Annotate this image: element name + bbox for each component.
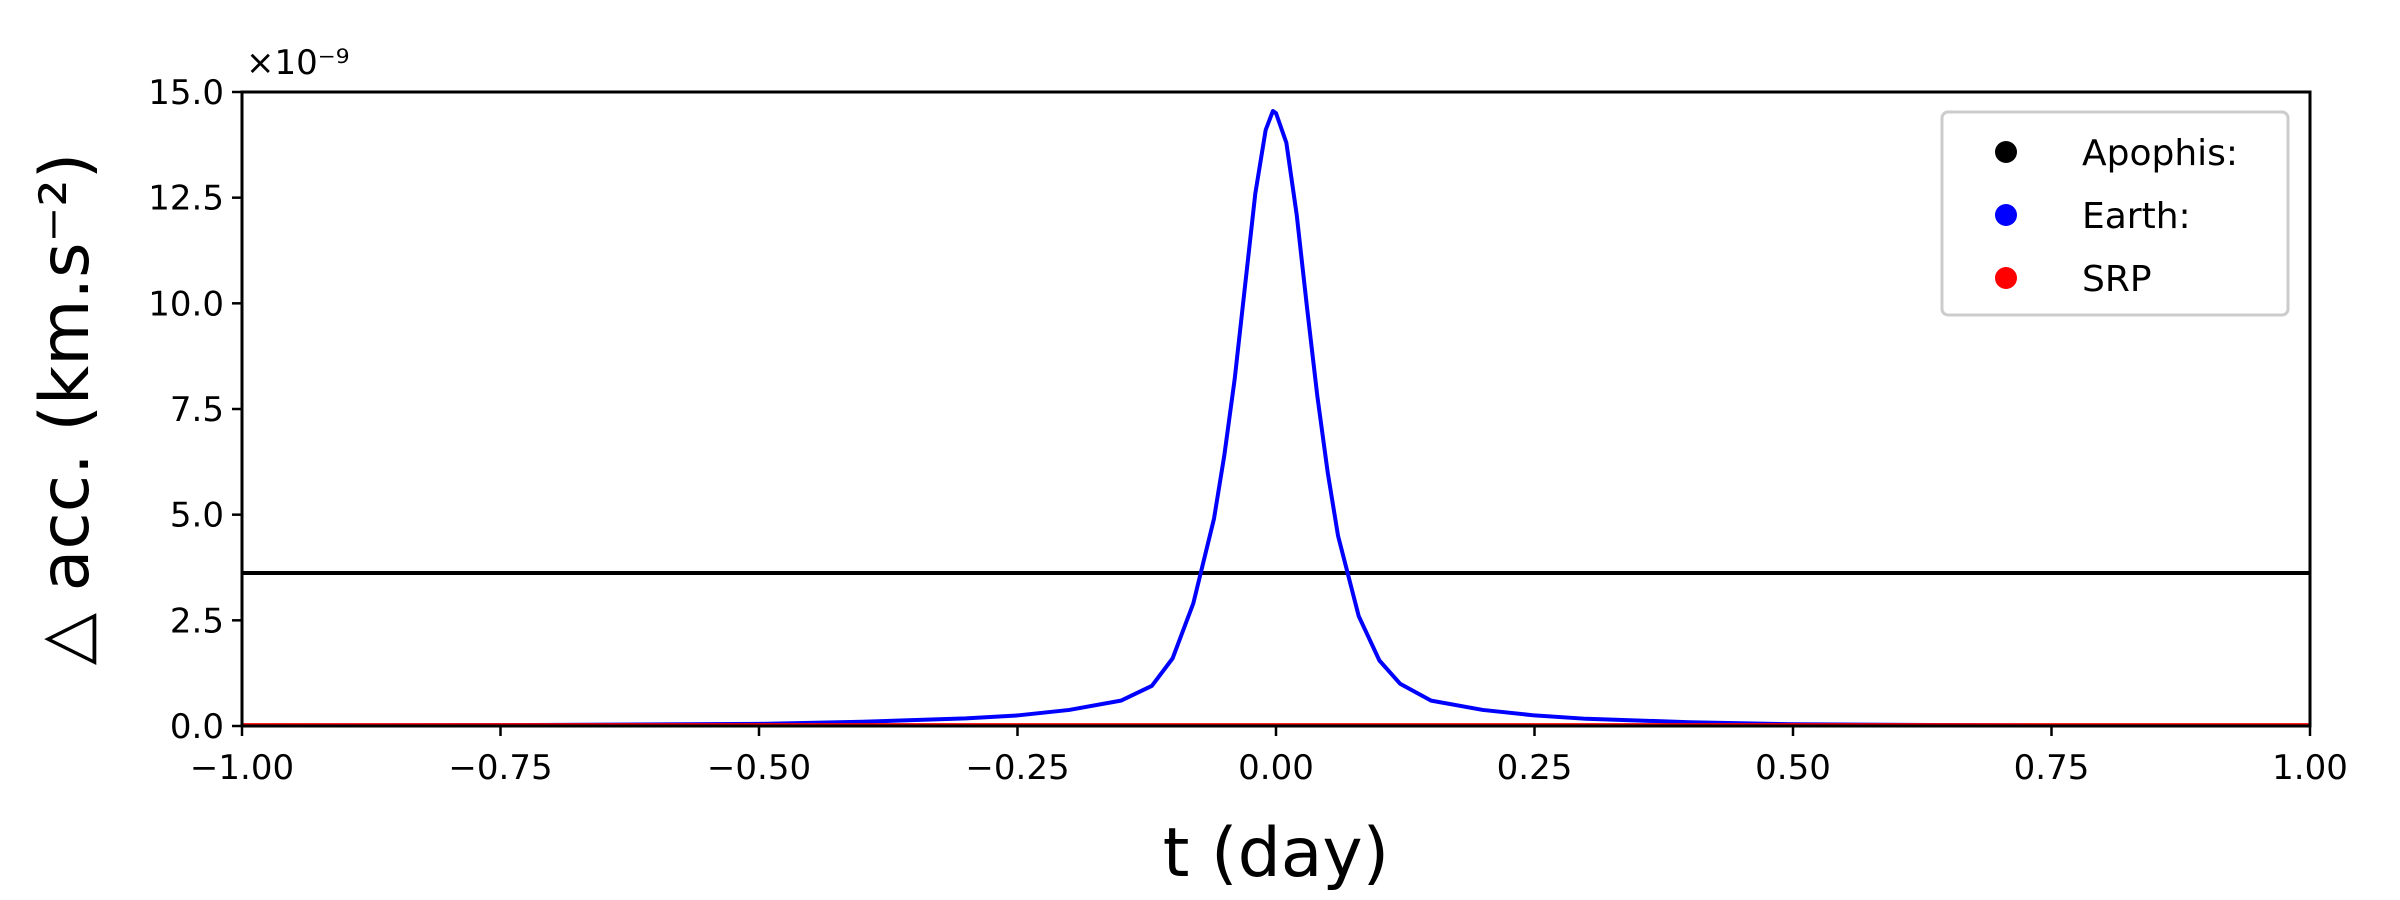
- x-tick-label: −0.75: [448, 748, 552, 788]
- legend-label: SRP: [2082, 259, 2152, 300]
- legend: Apophis: Earth: SRP: [1940, 110, 2290, 317]
- x-tick-label: 0.00: [1238, 748, 1314, 788]
- legend-label: Earth:: [2082, 196, 2191, 237]
- y-axis-label: △ acc. (km.s⁻²): [26, 153, 105, 665]
- x-tick-label: −0.25: [965, 748, 1069, 788]
- y-tick-label: 5.0: [170, 496, 224, 536]
- x-axis: −1.00 −0.75 −0.50 −0.25 0.00 0.25 0.50 0.75 1.00: [190, 726, 2348, 788]
- y-tick-label: 15.0: [148, 73, 224, 113]
- y-tick-label: 12.5: [148, 179, 224, 219]
- legend-marker: [1995, 267, 2017, 289]
- x-tick-label: 1.00: [2272, 748, 2348, 788]
- y-tick-label: 7.5: [170, 390, 224, 430]
- x-tick-label: −0.50: [707, 748, 811, 788]
- x-tick-label: 0.75: [2014, 748, 2090, 788]
- y-tick-label: 10.0: [148, 284, 224, 324]
- legend-marker: [1995, 204, 2017, 226]
- x-axis-label: t (day): [1163, 814, 1389, 893]
- x-tick-label: 0.50: [1755, 748, 1831, 788]
- y-axis: 0.0 2.5 5.0 7.5 10.0 12.5 15.0: [148, 73, 242, 747]
- x-tick-label: 0.25: [1497, 748, 1573, 788]
- legend-label: Apophis:: [2082, 133, 2238, 174]
- y-tick-label: 0.0: [170, 707, 224, 747]
- legend-marker: [1995, 141, 2017, 163]
- series-line-1: [242, 109, 2310, 726]
- y-tick-label: 2.5: [170, 601, 224, 641]
- x-tick-label: −1.00: [190, 748, 294, 788]
- y-scale-multiplier: ×10⁻⁹: [246, 43, 349, 83]
- legend-box: [1940, 110, 2290, 317]
